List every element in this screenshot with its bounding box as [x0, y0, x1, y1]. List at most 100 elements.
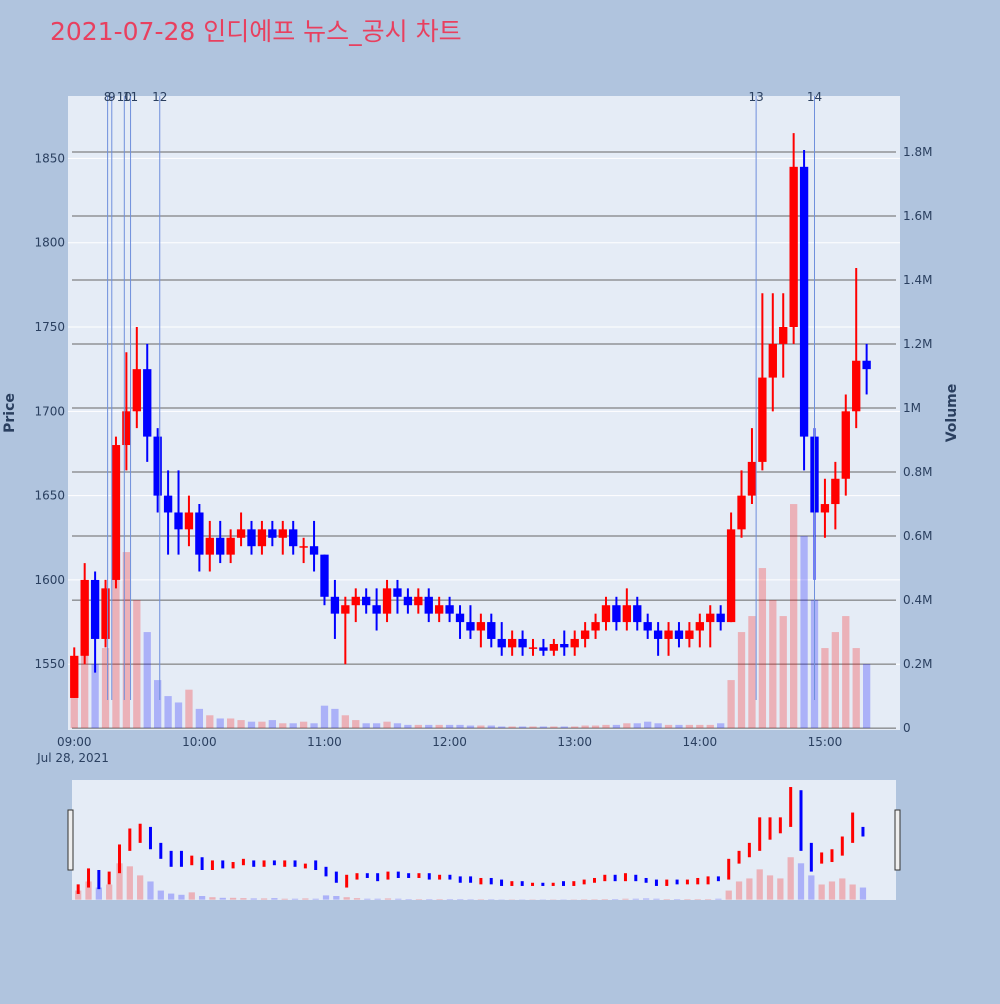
- volume-bar: [363, 723, 370, 728]
- volume-bar: [331, 709, 338, 728]
- candle-body: [331, 597, 339, 614]
- x-tick-label: 15:00: [808, 735, 843, 749]
- volume-bar: [696, 725, 703, 728]
- mini-volume-bar: [282, 899, 288, 900]
- volume-bar: [258, 722, 265, 728]
- volume-bar: [738, 632, 745, 728]
- mini-volume-bar: [333, 896, 339, 900]
- candle-body: [310, 546, 318, 554]
- y-axis-title: Price: [2, 393, 18, 433]
- volume-bar: [310, 723, 317, 728]
- candle-body: [779, 327, 787, 344]
- mini-volume-bar: [209, 897, 215, 899]
- candle-body: [498, 639, 506, 647]
- mini-volume-bar: [220, 898, 226, 900]
- volume-bar: [436, 725, 443, 728]
- volume-bar: [477, 726, 484, 729]
- mini-volume-bar: [178, 895, 184, 900]
- date-label: Jul 28, 2021: [36, 751, 109, 765]
- y2-tick-label: 1.8M: [903, 145, 932, 159]
- volume-bar: [769, 600, 776, 728]
- mini-volume-bar: [271, 898, 277, 900]
- y-tick-label: 1850: [34, 151, 65, 165]
- y-tick-label: 1650: [34, 489, 65, 503]
- mini-volume-bar: [633, 899, 639, 900]
- y-tick-label: 1600: [34, 573, 65, 587]
- volume-bar: [164, 696, 171, 728]
- candle-body: [153, 437, 161, 496]
- volume-bar: [665, 725, 672, 728]
- mini-volume-bar: [746, 878, 752, 899]
- volume-bar: [196, 709, 203, 728]
- mini-volume-bar: [385, 898, 391, 899]
- mini-volume-bar: [323, 895, 329, 899]
- candle-body: [571, 639, 579, 647]
- volume-bar: [613, 725, 620, 728]
- y2-tick-label: 1.6M: [903, 209, 932, 223]
- candle-body: [685, 631, 693, 639]
- volume-bar: [759, 568, 766, 728]
- volume-bar: [800, 536, 807, 728]
- volume-bar: [602, 725, 609, 728]
- mini-volume-bar: [344, 897, 350, 899]
- volume-bar: [342, 715, 349, 728]
- volume-bar: [248, 722, 255, 728]
- volume-bar: [529, 726, 536, 728]
- x-tick-label: 12:00: [432, 735, 467, 749]
- volume-bar: [415, 725, 422, 728]
- candle-body: [696, 622, 704, 630]
- y-tick-label: 1800: [34, 236, 65, 250]
- candle-body: [675, 631, 683, 639]
- mini-volume-bar: [612, 899, 618, 900]
- volume-bar: [425, 725, 432, 728]
- volume-bar: [206, 715, 213, 728]
- mini-volume-bar: [808, 875, 814, 899]
- candle-body: [727, 529, 735, 622]
- volume-bar: [592, 726, 599, 729]
- candle-body: [769, 344, 777, 378]
- mini-volume-bar: [137, 875, 143, 899]
- mini-volume-bar: [240, 898, 246, 900]
- mini-volume-bar: [850, 884, 856, 899]
- mini-volume-bar: [860, 888, 866, 900]
- candle-body: [539, 647, 547, 650]
- range-handle-right[interactable]: [895, 810, 900, 870]
- candle-body: [299, 546, 307, 548]
- candle-body: [206, 538, 214, 555]
- mini-volume-bar: [189, 892, 195, 899]
- candle-body: [602, 605, 610, 622]
- candle-body: [831, 479, 839, 504]
- x-tick-label: 10:00: [182, 735, 217, 749]
- candle-body: [383, 588, 391, 613]
- volume-bar: [185, 690, 192, 728]
- volume-bar: [540, 726, 547, 728]
- range-handle-left[interactable]: [68, 810, 73, 870]
- mini-volume-bar: [664, 899, 670, 900]
- event-label: 12: [152, 90, 167, 104]
- y-tick-label: 1550: [34, 657, 65, 671]
- candle-body: [133, 369, 141, 411]
- mini-volume-bar: [261, 898, 267, 899]
- volume-bar: [863, 664, 870, 728]
- candle-body: [268, 529, 276, 537]
- mini-volume-bar: [715, 899, 721, 900]
- mini-volume-bar: [447, 899, 453, 900]
- volume-bar: [373, 723, 380, 728]
- mini-volume-bar: [457, 899, 463, 900]
- candle-body: [362, 597, 370, 605]
- y-tick-label: 1750: [34, 320, 65, 334]
- mini-volume-bar: [674, 899, 680, 900]
- y2-tick-label: 0.6M: [903, 529, 932, 543]
- volume-bar: [227, 718, 234, 728]
- candle-body: [800, 167, 808, 437]
- candle-body: [477, 622, 485, 630]
- volume-bar: [498, 726, 505, 728]
- candle-body: [612, 605, 620, 622]
- event-label: 11: [123, 90, 138, 104]
- volume-bar: [832, 632, 839, 728]
- candle-body: [341, 605, 349, 613]
- mini-volume-bar: [158, 891, 164, 900]
- volume-bar: [790, 504, 797, 728]
- candle-body: [518, 639, 526, 647]
- candle-body: [216, 538, 224, 555]
